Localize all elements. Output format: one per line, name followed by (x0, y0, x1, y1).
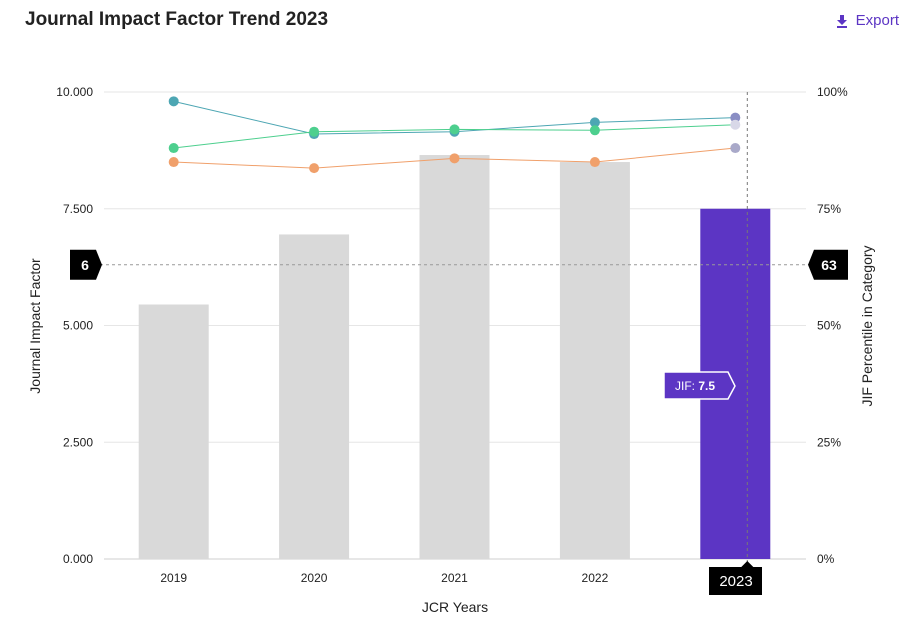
series-point (730, 112, 741, 123)
series-point (589, 125, 600, 136)
y2-tick-label: 100% (817, 85, 848, 99)
y2-axis-title: JIF Percentile in Category (859, 245, 875, 406)
bar (279, 234, 350, 559)
export-label: Export (855, 12, 899, 29)
x-tick-label: 2019 (160, 571, 187, 585)
tooltip-label: JIF: (675, 379, 698, 393)
chart-title: Journal Impact Factor Trend 2023 (25, 9, 329, 30)
series-point (730, 119, 741, 130)
download-icon (836, 14, 847, 28)
crosshair-right-label: 63 (821, 257, 837, 273)
y-tick-label: 10.000 (56, 85, 93, 99)
series-point (309, 163, 320, 174)
series-point (168, 143, 179, 154)
series-point (449, 153, 460, 164)
series-point (589, 157, 600, 168)
series-point (168, 157, 179, 168)
series-point (730, 143, 741, 154)
y-tick-label: 2.500 (63, 435, 93, 449)
series-point (168, 96, 179, 107)
y-tick-label: 0.000 (63, 552, 93, 566)
y-tick-label: 5.000 (63, 319, 93, 333)
crosshair-x-badge (709, 561, 762, 595)
tooltip-box (663, 371, 736, 400)
x-tick-label: 2022 (582, 571, 609, 585)
crosshair-left-label: 6 (81, 257, 89, 273)
tooltip-value: 7.5 (698, 379, 715, 393)
crosshair-left-badge (70, 249, 102, 280)
series-point (449, 124, 460, 135)
tooltip-text: JIF: 7.5 (675, 379, 715, 393)
crosshair-right-badge (808, 249, 848, 280)
y-axis-title: Journal Impact Factor (27, 258, 43, 394)
export-button[interactable]: Export (835, 12, 899, 29)
y2-tick-label: 25% (817, 435, 841, 449)
x-tick-label: 2021 (441, 571, 468, 585)
crosshair-x-label: 2023 (719, 573, 752, 590)
x-tick-label: 2020 (301, 571, 328, 585)
bar (138, 304, 209, 559)
bar (559, 162, 630, 560)
bar (419, 155, 490, 560)
x-axis-title: JCR Years (422, 599, 488, 615)
series-point (589, 117, 600, 128)
y2-tick-label: 0% (817, 552, 835, 566)
y-tick-label: 7.500 (63, 202, 93, 216)
y2-tick-label: 75% (817, 202, 841, 216)
series-point (309, 126, 320, 137)
y2-tick-label: 50% (817, 319, 841, 333)
